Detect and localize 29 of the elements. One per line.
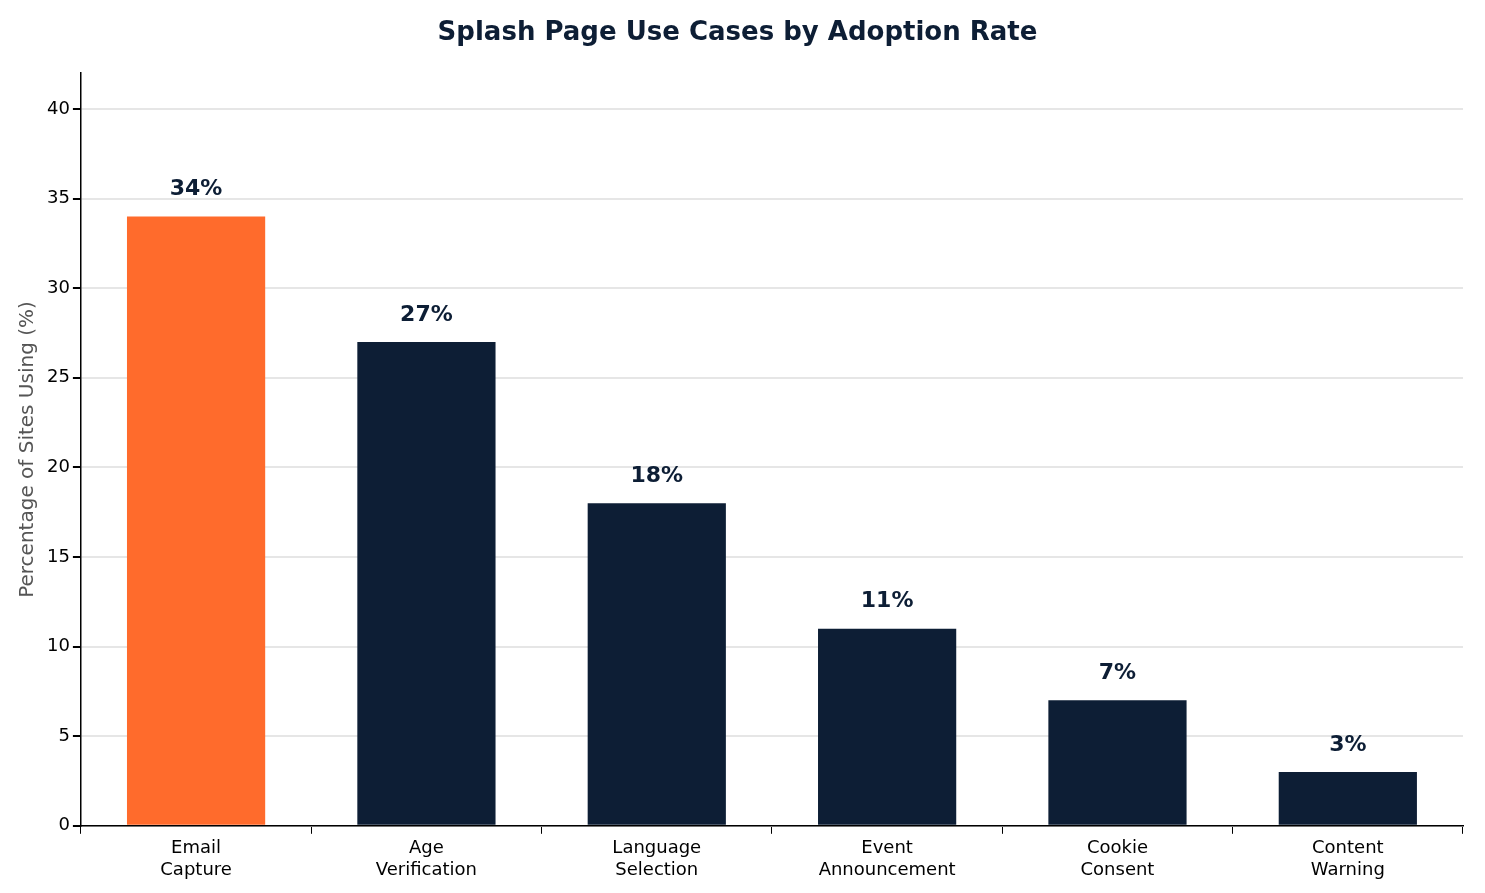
y-tick-label: 35 <box>47 186 70 208</box>
y-axis-title: Percentage of Sites Using (%) <box>14 301 39 598</box>
y-tick-label: 5 <box>58 723 70 745</box>
bar <box>126 216 266 825</box>
x-tick-label: Content Warning <box>1310 836 1385 879</box>
data-label: 7% <box>1098 659 1137 685</box>
data-label: 27% <box>400 300 453 326</box>
bar <box>1278 772 1417 825</box>
bar <box>1048 700 1187 825</box>
y-tick-label: 20 <box>47 455 70 477</box>
y-tick-label: 25 <box>47 365 70 387</box>
bar <box>818 628 957 825</box>
data-label: 3% <box>1329 730 1367 756</box>
data-label: 18% <box>630 461 684 487</box>
x-tick-label: Cookie Consent <box>1080 836 1155 879</box>
bar <box>587 503 726 825</box>
y-tick-label: 10 <box>47 634 70 656</box>
y-tick-label: 15 <box>47 544 70 566</box>
y-tick-label: 30 <box>47 275 70 297</box>
data-label: 11% <box>860 587 914 613</box>
data-label: 34% <box>169 175 223 201</box>
y-tick-label: 40 <box>47 96 70 118</box>
bar <box>357 341 496 825</box>
x-tick-label: Language Selection <box>612 836 702 879</box>
x-tick-label: Age Verification <box>375 836 477 879</box>
x-tick-label: Event Announcement <box>818 836 956 879</box>
chart-title: Splash Page Use Cases by Adoption Rate <box>437 16 1038 47</box>
x-tick-label: Email Capture <box>160 836 232 879</box>
y-tick-label: 0 <box>58 813 70 835</box>
